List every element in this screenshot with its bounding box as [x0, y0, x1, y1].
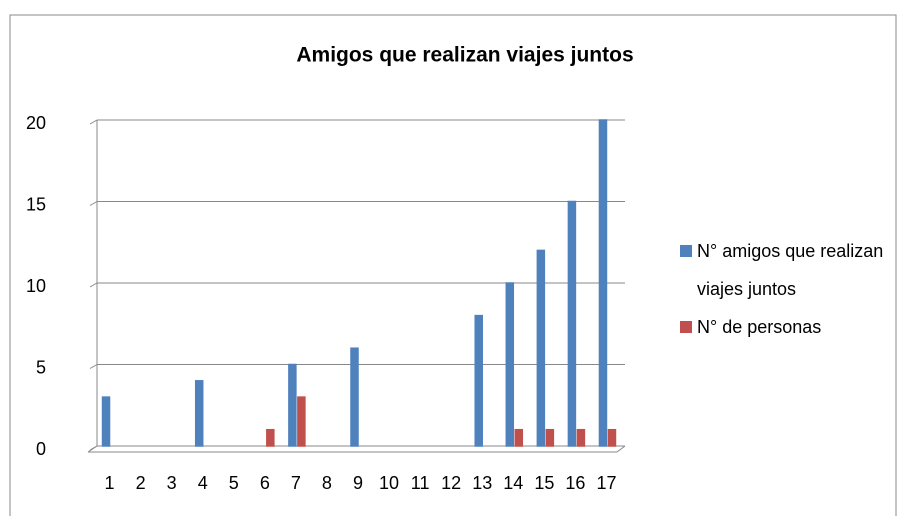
chart-border: [9, 14, 897, 516]
chart-title: Amigos que realizan viajes juntos: [296, 44, 633, 67]
x-tick-label: 6: [260, 473, 270, 493]
bar: [297, 396, 306, 447]
legend: N° amigos que realizan viajes juntos N° d…: [680, 232, 890, 346]
bar: [288, 363, 297, 447]
tick-mark: [89, 201, 98, 206]
legend-swatch: [680, 321, 692, 333]
tick-mark: [89, 364, 98, 369]
y-tick-label: 10: [26, 276, 46, 296]
bar: [194, 380, 204, 447]
y-tick-label: 0: [36, 439, 46, 459]
legend-item: N° de personas: [680, 308, 890, 346]
tick-mark: [89, 282, 98, 288]
bar: [545, 428, 555, 447]
x-tick-label: 2: [136, 473, 146, 493]
x-tick-label: 16: [565, 473, 585, 493]
y-tick-label: 20: [26, 113, 46, 133]
x-tick-label: 13: [472, 473, 492, 493]
x-tick-label: 4: [198, 473, 208, 493]
x-tick-label: 3: [167, 473, 177, 493]
x-tick-label: 12: [441, 473, 461, 493]
x-tick-label: 17: [596, 473, 616, 493]
legend-item: N° amigos que realizan viajes juntos: [680, 232, 890, 308]
legend-swatch: [680, 245, 692, 257]
bar: [514, 428, 524, 447]
floor-edge: [616, 445, 626, 453]
x-tick-label: 9: [353, 473, 363, 493]
bar: [576, 428, 586, 447]
legend-label: N° de personas: [697, 317, 822, 337]
x-tick-label: 8: [322, 473, 332, 493]
bar: [266, 428, 275, 447]
legend-label: N° amigos que realizan viajes juntos: [697, 241, 884, 299]
bar: [607, 428, 617, 447]
x-tick-label: 1: [105, 473, 115, 493]
bar: [567, 200, 577, 447]
x-tick-label: 10: [379, 473, 399, 493]
y-tick-label: 5: [36, 357, 46, 377]
x-tick-label: 5: [229, 473, 239, 493]
bar: [536, 249, 546, 447]
tick-mark: [89, 119, 98, 125]
x-tick-label: 14: [503, 473, 523, 493]
bar: [350, 347, 359, 447]
bar: [505, 282, 515, 447]
bar: [101, 396, 111, 447]
x-tick-label: 15: [534, 473, 554, 493]
x-tick-label: 7: [291, 473, 301, 493]
tick-mark: [89, 445, 98, 451]
x-tick-label: 11: [411, 473, 430, 493]
bar: [598, 119, 608, 447]
y-tick-label: 15: [26, 194, 46, 214]
bar: [474, 314, 483, 447]
